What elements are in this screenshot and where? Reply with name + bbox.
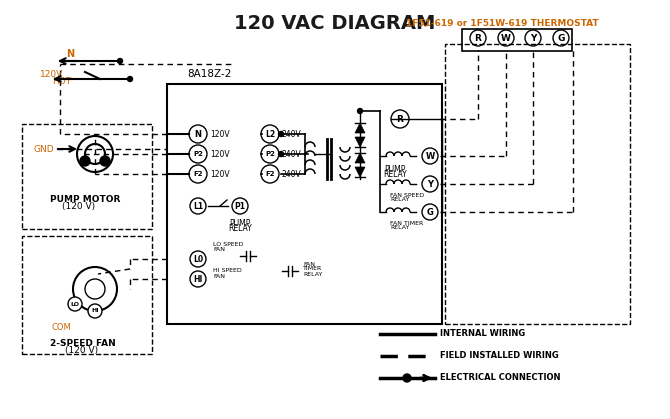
Text: L1: L1 (193, 202, 203, 210)
Text: R: R (397, 114, 403, 124)
Circle shape (470, 30, 486, 46)
Text: (120 V): (120 V) (62, 202, 95, 210)
Circle shape (68, 297, 82, 311)
Circle shape (189, 165, 207, 183)
Circle shape (279, 132, 283, 137)
Circle shape (422, 148, 438, 164)
Text: P1: P1 (234, 202, 245, 210)
Text: 120V: 120V (40, 70, 63, 78)
Text: P2: P2 (265, 151, 275, 157)
Circle shape (190, 198, 206, 214)
Circle shape (525, 30, 541, 46)
Circle shape (77, 136, 113, 172)
Circle shape (189, 145, 207, 163)
Circle shape (498, 30, 514, 46)
Circle shape (358, 109, 362, 114)
Text: FAN: FAN (213, 246, 225, 251)
Text: FAN: FAN (303, 261, 315, 266)
Text: 120V: 120V (210, 170, 230, 178)
Text: HI SPEED: HI SPEED (213, 269, 242, 274)
Text: N: N (66, 49, 74, 59)
Text: RELAY: RELAY (383, 170, 407, 179)
Text: 240V: 240V (282, 129, 302, 139)
Text: P2: P2 (193, 151, 203, 157)
Circle shape (261, 165, 279, 183)
Circle shape (422, 176, 438, 192)
Circle shape (100, 156, 110, 166)
Polygon shape (355, 153, 365, 163)
Text: TIMER: TIMER (303, 266, 322, 272)
Text: RELAY: RELAY (390, 197, 409, 202)
Text: HI: HI (91, 308, 98, 313)
Circle shape (422, 204, 438, 220)
Text: 240V: 240V (282, 150, 302, 158)
Text: LO: LO (70, 302, 80, 307)
Circle shape (391, 110, 409, 128)
Circle shape (279, 152, 283, 157)
Text: ELECTRICAL CONNECTION: ELECTRICAL CONNECTION (440, 373, 561, 383)
Text: 120V: 120V (210, 150, 230, 158)
Text: 2-SPEED FAN: 2-SPEED FAN (50, 339, 116, 347)
Text: 120V: 120V (210, 129, 230, 139)
Text: F2: F2 (193, 171, 203, 177)
Text: L0: L0 (193, 254, 203, 264)
Polygon shape (355, 123, 365, 133)
Circle shape (127, 77, 133, 82)
Circle shape (117, 59, 123, 64)
Text: 1F51-619 or 1F51W-619 THERMOSTAT: 1F51-619 or 1F51W-619 THERMOSTAT (406, 19, 598, 28)
Text: R: R (474, 34, 482, 42)
Text: N: N (194, 129, 202, 139)
Text: 240V: 240V (282, 170, 302, 178)
Circle shape (232, 198, 248, 214)
Polygon shape (355, 167, 365, 177)
Text: HI: HI (194, 274, 203, 284)
Text: PUMP MOTOR: PUMP MOTOR (50, 194, 121, 204)
Text: Y: Y (427, 179, 433, 189)
Text: LO SPEED: LO SPEED (213, 241, 243, 246)
Polygon shape (355, 137, 365, 147)
Text: L2: L2 (265, 129, 275, 139)
Text: PUMP: PUMP (229, 219, 251, 228)
Text: FAN: FAN (213, 274, 225, 279)
Circle shape (261, 145, 279, 163)
Circle shape (73, 267, 117, 311)
Text: 120 VAC DIAGRAM: 120 VAC DIAGRAM (234, 14, 436, 33)
Circle shape (88, 304, 102, 318)
Circle shape (403, 374, 411, 382)
Circle shape (553, 30, 569, 46)
Circle shape (85, 279, 105, 299)
Text: (120 V): (120 V) (65, 346, 98, 354)
Text: HOT: HOT (52, 77, 71, 85)
Text: COM: COM (52, 323, 72, 331)
Text: F2: F2 (265, 171, 275, 177)
Circle shape (189, 125, 207, 143)
Text: FAN SPEED: FAN SPEED (390, 193, 424, 198)
Circle shape (190, 251, 206, 267)
Circle shape (261, 125, 279, 143)
Circle shape (85, 144, 105, 164)
Text: FIELD INSTALLED WIRING: FIELD INSTALLED WIRING (440, 352, 559, 360)
Text: RELAY: RELAY (303, 272, 322, 277)
Text: GND: GND (33, 145, 54, 153)
Text: G: G (427, 207, 433, 217)
Circle shape (80, 156, 90, 166)
Text: Y: Y (530, 34, 536, 42)
Text: 8A18Z-2: 8A18Z-2 (187, 69, 231, 79)
Text: W: W (501, 34, 511, 42)
Text: W: W (425, 152, 435, 160)
Text: RELAY: RELAY (390, 225, 409, 230)
Text: INTERNAL WIRING: INTERNAL WIRING (440, 329, 525, 339)
Circle shape (190, 271, 206, 287)
Text: RELAY: RELAY (228, 224, 252, 233)
Text: PUMP: PUMP (385, 165, 406, 174)
Text: FAN TIMER: FAN TIMER (390, 221, 423, 226)
Text: G: G (557, 34, 565, 42)
